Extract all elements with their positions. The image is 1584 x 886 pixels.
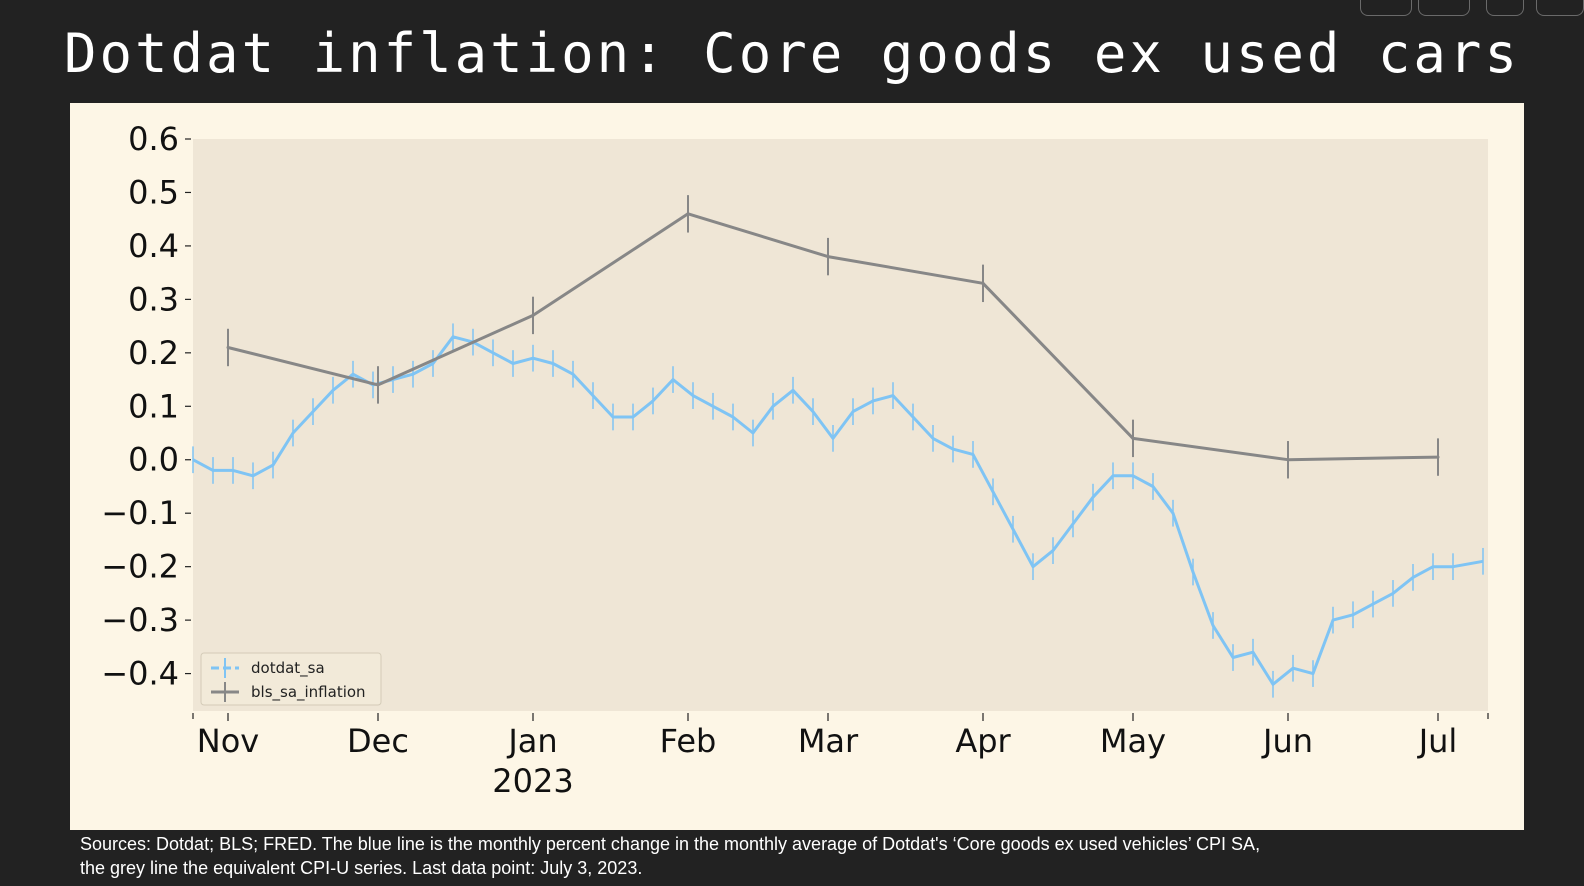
- data-point: [226, 345, 230, 349]
- legend-label: dotdat_sa: [251, 659, 325, 678]
- x-tick-sublabel: 2023: [492, 762, 573, 800]
- legend-item: dotdat_sa: [211, 658, 325, 678]
- window-control-3[interactable]: [1486, 0, 1524, 16]
- chart-panel: 0.6 0.5 0.4 0.3 0.2 0.1 0.0 −0.1 −0.2 −0.3 −0.4 No…: [70, 103, 1524, 830]
- legend-label: bls_sa_inflation: [251, 683, 366, 702]
- y-tick-label: 0.4: [128, 227, 179, 265]
- window-control-2[interactable]: [1418, 0, 1470, 16]
- y-tick-label: −0.2: [101, 548, 179, 586]
- window-control-4[interactable]: [1536, 0, 1584, 16]
- x-tick-label: Mar: [798, 722, 859, 760]
- y-axis: 0.6 0.5 0.4 0.3 0.2 0.1 0.0 −0.1 −0.2 −0.3 −0.4: [101, 120, 191, 693]
- y-tick-label: 0.1: [128, 387, 179, 425]
- data-point: [1436, 455, 1440, 459]
- x-tick-label: Nov: [197, 722, 259, 760]
- legend-box: [200, 652, 382, 706]
- data-point: [686, 212, 690, 216]
- x-tick-label: Apr: [955, 722, 1011, 760]
- legend-item: bls_sa_inflation: [211, 682, 366, 702]
- data-point: [981, 281, 985, 285]
- y-tick-label: 0.6: [128, 120, 179, 158]
- y-tick-label: 0.5: [128, 173, 179, 211]
- chart-title: Dotdat inflation: Core goods ex used car…: [64, 22, 1520, 85]
- source-line-2: the grey line the equivalent CPI-U serie…: [80, 858, 643, 878]
- data-point: [531, 313, 535, 317]
- chart-svg: 0.6 0.5 0.4 0.3 0.2 0.1 0.0 −0.1 −0.2 −0.3 −0.4 No…: [101, 120, 1489, 800]
- x-tick-label: Dec: [347, 722, 409, 760]
- data-point: [1131, 436, 1135, 440]
- data-point: [826, 255, 830, 259]
- y-tick-label: −0.3: [101, 601, 179, 639]
- x-tick-label: Feb: [660, 722, 717, 760]
- data-point: [1286, 458, 1290, 462]
- source-note: Sources: Dotdat; BLS; FRED. The blue lin…: [80, 832, 1540, 880]
- legend: dotdat_sa bls_sa_inflation: [200, 652, 382, 706]
- x-tick-label: May: [1100, 722, 1166, 760]
- series-bls_sa_inflation: [226, 195, 1440, 479]
- y-tick-label: −0.1: [101, 494, 179, 532]
- y-tick-label: 0.0: [128, 441, 179, 479]
- x-tick-label: Jan: [506, 722, 557, 760]
- data-point: [376, 383, 380, 387]
- source-line-1: Sources: Dotdat; BLS; FRED. The blue lin…: [80, 834, 1261, 854]
- y-tick-label: 0.3: [128, 280, 179, 318]
- x-tick-label: Jun: [1261, 722, 1313, 760]
- y-tick-label: −0.4: [101, 655, 179, 693]
- y-tick-label: 0.2: [128, 334, 179, 372]
- plot-area: [193, 139, 1488, 711]
- series-dotdat_sa: [192, 323, 1484, 698]
- x-tick-label: Jul: [1417, 722, 1458, 760]
- series-line: [192, 335, 1484, 686]
- window-control-1[interactable]: [1360, 0, 1412, 16]
- series-layer: [192, 195, 1484, 698]
